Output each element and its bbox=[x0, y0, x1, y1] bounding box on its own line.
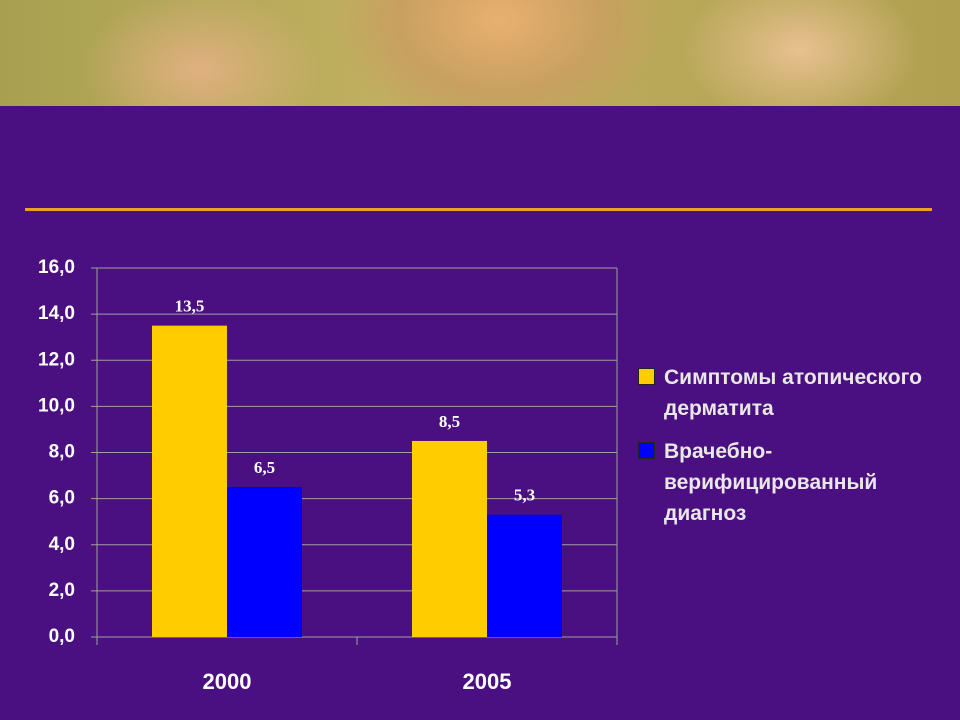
legend-label: Врачебно-верифицированный диагноз bbox=[664, 440, 878, 525]
y-tick-label: 14,0 bbox=[38, 303, 75, 324]
x-tick-label: 2000 bbox=[203, 669, 252, 694]
legend-item: Врачебно-верифицированный диагноз bbox=[638, 436, 928, 529]
legend-swatch bbox=[638, 442, 655, 459]
y-tick-label: 10,0 bbox=[38, 395, 75, 416]
bar bbox=[227, 487, 302, 637]
bar bbox=[412, 440, 487, 637]
y-tick-label: 12,0 bbox=[38, 349, 75, 370]
y-tick-label: 0,0 bbox=[49, 626, 75, 647]
y-tick-label: 4,0 bbox=[49, 534, 75, 555]
x-tick-label: 2005 bbox=[463, 669, 512, 694]
y-tick-label: 2,0 bbox=[49, 580, 75, 601]
value-label: 8,5 bbox=[439, 412, 460, 431]
divider bbox=[25, 208, 932, 211]
legend-swatch bbox=[638, 368, 655, 385]
y-tick-label: 16,0 bbox=[38, 257, 75, 278]
legend: Симптомы атопического дерматита Врачебно-… bbox=[638, 362, 928, 541]
bar bbox=[152, 325, 227, 637]
bar bbox=[487, 514, 562, 637]
legend-item: Симптомы атопического дерматита bbox=[638, 362, 928, 424]
value-label: 6,5 bbox=[254, 458, 275, 477]
value-label: 5,3 bbox=[514, 486, 535, 505]
value-label: 13,5 bbox=[175, 297, 205, 316]
y-tick-label: 8,0 bbox=[49, 442, 75, 463]
legend-label: Симптомы атопического дерматита bbox=[664, 366, 922, 420]
header-photo bbox=[0, 0, 960, 106]
y-tick-label: 6,0 bbox=[49, 488, 75, 509]
